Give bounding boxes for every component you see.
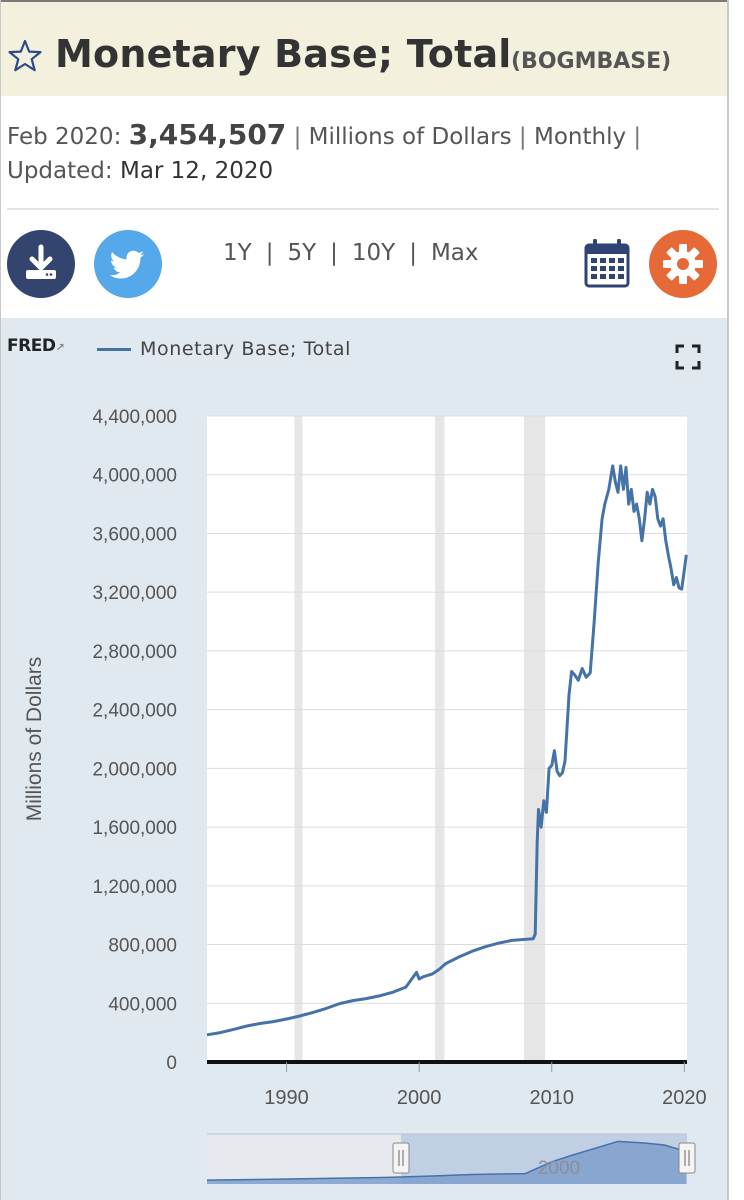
updated-date: Mar 12, 2020 xyxy=(119,158,274,184)
gear-icon xyxy=(663,244,703,284)
units-label: Millions of Dollars xyxy=(308,124,512,150)
page-frame: Monetary Base; Total (BOGMBASE) Feb 2020… xyxy=(0,0,729,1200)
y-tick-label: 2,800,000 xyxy=(92,642,177,663)
updated-label: Updated: xyxy=(7,158,113,184)
range-max[interactable]: Max xyxy=(430,240,479,266)
legend-label[interactable]: Monetary Base; Total xyxy=(140,338,352,360)
series-line xyxy=(206,464,688,1037)
series-id: (BOGMBASE) xyxy=(511,49,672,74)
navigator-handle-right[interactable] xyxy=(678,1142,696,1174)
range-10y[interactable]: 10Y xyxy=(351,240,396,266)
page-title: Monetary Base; Total xyxy=(55,32,512,76)
date-range-selector: 1Y | 5Y | 10Y | Max xyxy=(223,240,479,266)
y-tick-label: 4,400,000 xyxy=(92,407,177,428)
recession-band xyxy=(523,416,546,1062)
x-tick-label: 2000 xyxy=(397,1087,442,1109)
y-tick-label: 2,000,000 xyxy=(92,759,177,780)
y-tick-label: 4,000,000 xyxy=(92,466,177,487)
y-tick-label: 3,600,000 xyxy=(92,524,177,545)
plot-area xyxy=(207,416,687,1062)
y-tick-label: 3,200,000 xyxy=(92,583,177,604)
frequency-label: Monthly xyxy=(533,124,627,150)
title-bar: Monetary Base; Total (BOGMBASE) xyxy=(1,0,727,96)
fred-logo: FRED↗ xyxy=(7,336,65,356)
y-tick-label: 800,000 xyxy=(108,936,177,957)
chart-svg[interactable]: 0 400,000 800,000 1,200,000 1,600,000 2,000,0… xyxy=(1,318,727,1200)
recession-band xyxy=(294,416,303,1062)
divider xyxy=(7,208,719,210)
navigator-label: 2000 xyxy=(538,1158,580,1179)
y-axis-title: Millions of Dollars xyxy=(23,657,46,822)
series-meta: Feb 2020: 3,454,507 | Millions of Dollar… xyxy=(7,118,642,184)
y-tick-label: 1,200,000 xyxy=(92,877,177,898)
fullscreen-icon[interactable] xyxy=(675,344,701,370)
y-tick-label: 0 xyxy=(166,1053,177,1074)
calendar-icon[interactable] xyxy=(584,238,630,288)
y-tick-label: 1,600,000 xyxy=(92,818,177,839)
range-5y[interactable]: 5Y xyxy=(287,240,317,266)
recession-band xyxy=(435,416,445,1062)
x-tick-label: 1990 xyxy=(264,1087,309,1109)
x-tick-label: 2020 xyxy=(662,1087,707,1109)
range-1y[interactable]: 1Y xyxy=(223,240,252,266)
navigator-handle-left[interactable] xyxy=(392,1142,410,1174)
twitter-share-button[interactable] xyxy=(94,230,162,298)
y-tick-label: 400,000 xyxy=(108,994,177,1015)
star-icon[interactable] xyxy=(7,38,43,74)
legend-swatch xyxy=(97,348,131,351)
y-tick-label: 2,400,000 xyxy=(92,701,177,722)
settings-button[interactable] xyxy=(649,230,717,298)
twitter-icon xyxy=(109,250,144,279)
download-icon xyxy=(26,244,56,279)
navigator-area xyxy=(207,1141,687,1184)
navigator-line xyxy=(206,1140,687,1181)
download-button[interactable] xyxy=(7,230,75,298)
observation-value: 3,454,507 xyxy=(128,118,287,151)
observation-period: Feb 2020: xyxy=(7,124,122,150)
x-tick-label: 2010 xyxy=(530,1087,575,1109)
